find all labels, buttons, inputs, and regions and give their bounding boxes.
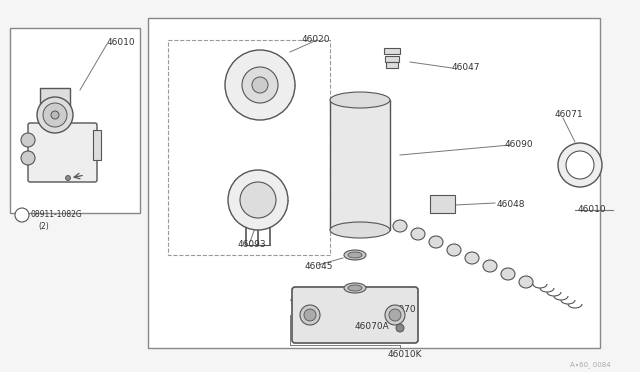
Text: 46048: 46048 [497,200,525,209]
Ellipse shape [447,244,461,256]
Text: 46070A: 46070A [355,322,390,331]
Ellipse shape [483,260,497,272]
Text: 46070: 46070 [388,305,417,314]
Ellipse shape [519,276,533,288]
Ellipse shape [348,285,362,291]
Text: (2): (2) [38,222,49,231]
FancyBboxPatch shape [292,287,418,343]
Circle shape [252,77,268,93]
Bar [385,56,399,62]
Ellipse shape [330,92,390,108]
Ellipse shape [411,228,425,240]
Circle shape [43,103,67,127]
Text: 46090: 46090 [505,140,534,149]
Text: 46047: 46047 [452,63,481,72]
Ellipse shape [429,236,443,248]
Ellipse shape [348,252,362,258]
Ellipse shape [344,250,366,260]
Ellipse shape [330,222,390,238]
Ellipse shape [501,268,515,280]
Circle shape [65,176,70,180]
Circle shape [240,182,276,218]
Circle shape [396,324,404,332]
Bar [168,40,330,255]
Ellipse shape [393,220,407,232]
Circle shape [566,151,594,179]
Text: N: N [19,211,25,219]
Circle shape [15,208,29,222]
Circle shape [21,151,35,165]
Bar [148,18,600,348]
Circle shape [304,309,316,321]
Circle shape [385,305,405,325]
Bar [384,48,400,54]
Text: 46045: 46045 [305,262,333,271]
Circle shape [51,111,59,119]
Bar [386,62,398,68]
Bar [330,100,390,230]
Circle shape [242,67,278,103]
Text: 46045: 46045 [290,295,319,304]
Bar [40,88,70,118]
Bar [93,130,101,160]
Ellipse shape [344,283,366,293]
Ellipse shape [465,252,479,264]
Circle shape [300,305,320,325]
Text: 46071: 46071 [555,110,584,119]
Circle shape [558,143,602,187]
Bar [430,195,455,213]
Text: 46010: 46010 [107,38,136,47]
Text: 08911-1082G: 08911-1082G [30,210,82,219]
Circle shape [389,309,401,321]
Text: A∙60‸ 0084: A∙60‸ 0084 [570,362,611,369]
Circle shape [21,133,35,147]
Circle shape [37,97,73,133]
Text: 46093: 46093 [238,240,267,249]
Text: 46020: 46020 [302,35,330,44]
Text: 46010K: 46010K [388,350,422,359]
Circle shape [225,50,295,120]
Bar [10,28,140,213]
Circle shape [228,170,288,230]
Text: 46010: 46010 [578,205,607,214]
FancyBboxPatch shape [28,123,97,182]
